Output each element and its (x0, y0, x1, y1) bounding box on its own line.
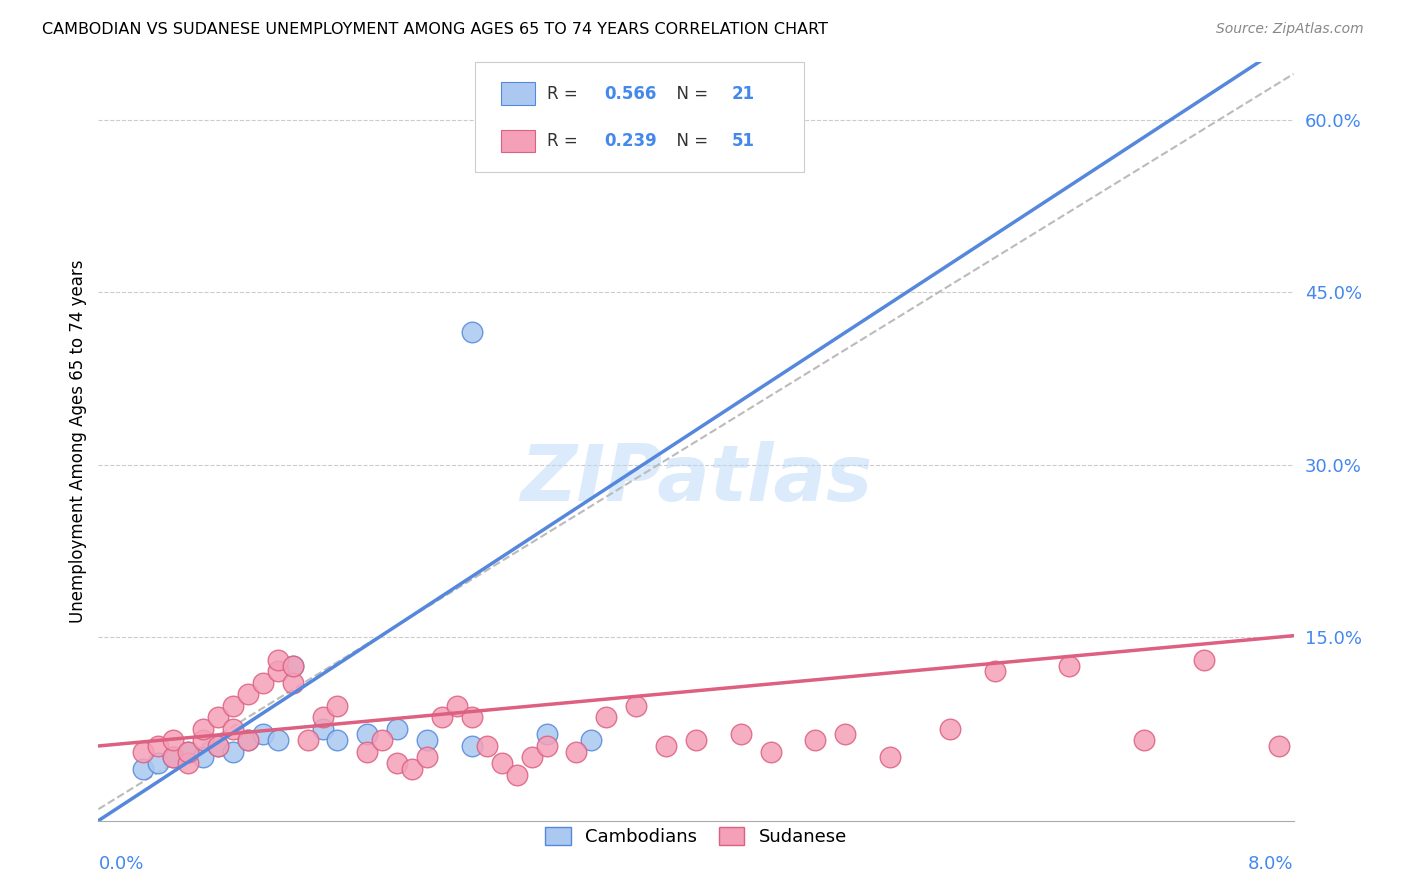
Point (222, 745, 245, 759)
Point (430, 710, 453, 724)
Point (804, 733, 827, 747)
Text: 0.0%: 0.0% (98, 855, 143, 872)
Point (297, 733, 319, 747)
Point (1059, 658, 1081, 673)
Text: R =: R = (547, 132, 582, 150)
Text: N =: N = (666, 132, 713, 150)
Text: ZIPatlas: ZIPatlas (520, 442, 872, 517)
Point (177, 745, 200, 759)
Point (191, 722, 214, 736)
Point (491, 756, 513, 771)
Point (311, 710, 333, 724)
Point (536, 727, 558, 741)
Point (834, 727, 856, 741)
Point (177, 756, 200, 771)
Text: Source: ZipAtlas.com: Source: ZipAtlas.com (1216, 22, 1364, 37)
Point (401, 762, 423, 776)
Point (685, 733, 707, 747)
Point (506, 767, 529, 781)
Point (461, 326, 484, 340)
Point (281, 658, 304, 673)
FancyBboxPatch shape (475, 62, 804, 172)
Point (1192, 653, 1215, 667)
Point (326, 698, 349, 713)
Point (207, 739, 229, 753)
Text: 21: 21 (733, 85, 755, 103)
Point (730, 727, 752, 741)
Point (222, 722, 245, 736)
Point (177, 745, 200, 759)
Point (655, 739, 678, 753)
Text: N =: N = (666, 85, 713, 103)
Text: 51: 51 (733, 132, 755, 150)
Point (416, 750, 439, 764)
Point (626, 698, 648, 713)
Point (281, 675, 304, 690)
Point (236, 687, 259, 701)
Point (371, 733, 394, 747)
Point (385, 756, 409, 771)
Point (536, 739, 558, 753)
Point (416, 733, 439, 747)
Point (356, 745, 378, 759)
Point (148, 739, 170, 753)
Point (162, 750, 184, 764)
Point (236, 733, 259, 747)
Y-axis label: Unemployment Among Ages 65 to 74 years: Unemployment Among Ages 65 to 74 years (69, 260, 87, 624)
Bar (501, 82, 534, 105)
Point (536, 124, 558, 138)
Bar (501, 129, 534, 153)
Point (475, 739, 498, 753)
Point (191, 733, 214, 747)
Point (446, 698, 468, 713)
Text: 0.239: 0.239 (605, 132, 657, 150)
Point (385, 722, 409, 736)
Point (759, 745, 782, 759)
Point (581, 733, 603, 747)
Point (207, 739, 229, 753)
Point (939, 722, 962, 736)
Point (520, 750, 543, 764)
Point (879, 750, 901, 764)
Text: CAMBODIAN VS SUDANESE UNEMPLOYMENT AMONG AGES 65 TO 74 YEARS CORRELATION CHART: CAMBODIAN VS SUDANESE UNEMPLOYMENT AMONG… (42, 22, 828, 37)
Point (132, 762, 155, 776)
Point (267, 733, 290, 747)
Point (565, 745, 588, 759)
Point (461, 710, 484, 724)
Point (326, 733, 349, 747)
Point (461, 739, 484, 753)
Point (1267, 739, 1289, 753)
Text: 0.566: 0.566 (605, 85, 657, 103)
Point (281, 658, 304, 673)
Legend: Cambodians, Sudanese: Cambodians, Sudanese (538, 820, 853, 854)
Point (207, 710, 229, 724)
Point (236, 733, 259, 747)
Point (148, 756, 170, 771)
Point (595, 710, 617, 724)
Point (267, 653, 290, 667)
Point (132, 745, 155, 759)
Text: R =: R = (547, 85, 582, 103)
Point (1133, 733, 1156, 747)
Point (191, 750, 214, 764)
Point (162, 733, 184, 747)
Point (222, 698, 245, 713)
Point (267, 665, 290, 679)
Point (356, 727, 378, 741)
Text: 8.0%: 8.0% (1249, 855, 1294, 872)
Point (162, 750, 184, 764)
Point (252, 727, 274, 741)
Point (984, 665, 1007, 679)
Point (311, 722, 333, 736)
Point (252, 675, 274, 690)
